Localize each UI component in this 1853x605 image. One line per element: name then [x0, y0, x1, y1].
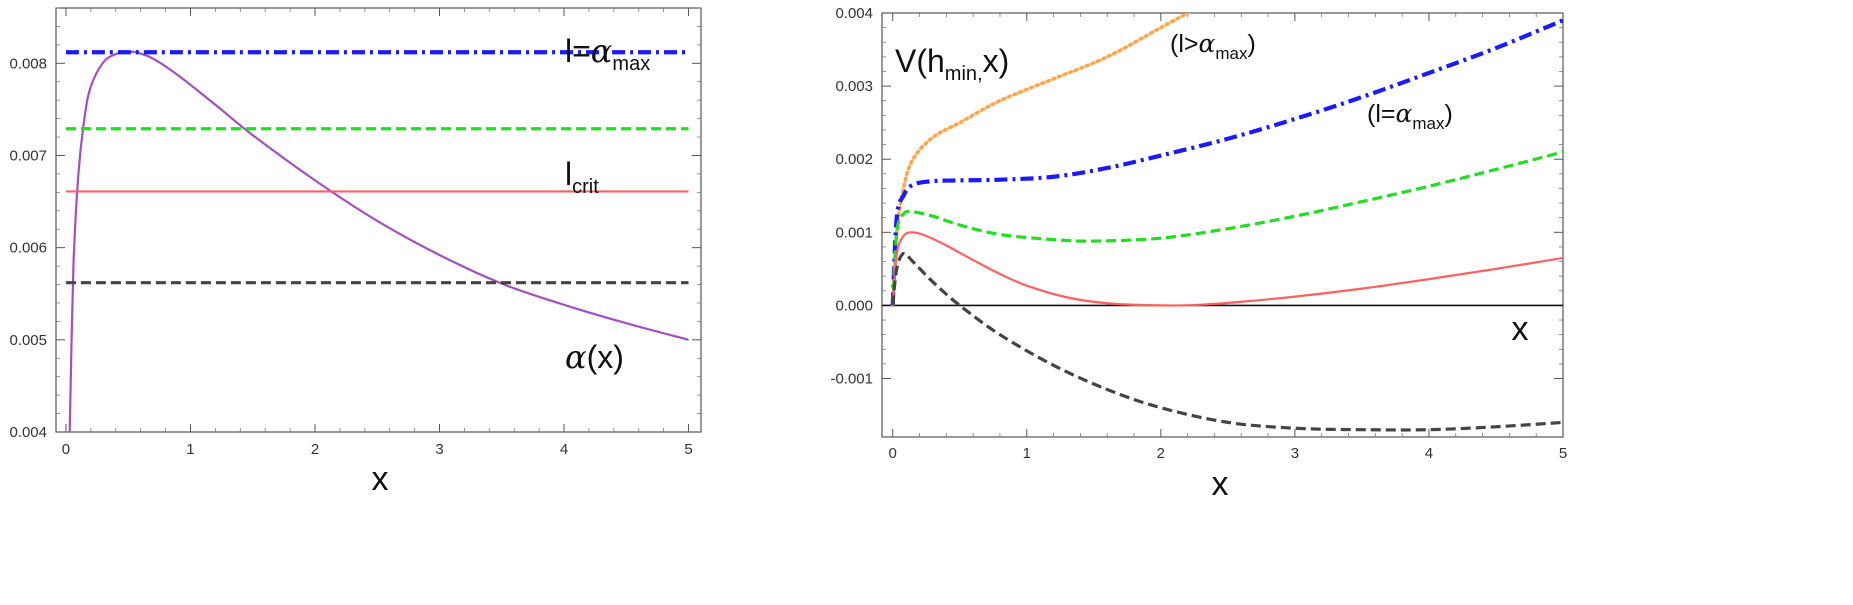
right-x-tick-label: 2	[1157, 445, 1165, 462]
right-ticks: 0 1 2 3 4 5 -0.001 0.000 0.001 0.002 0.003 0.004	[830, 5, 1567, 462]
right-y-tick-label: 0.001	[835, 224, 873, 241]
right-y-tick-label: 0.000	[835, 297, 873, 314]
right-y-tick-label: 0.002	[835, 151, 873, 168]
right-plot-frame	[881, 12, 1564, 438]
left-panel: 0 1 2 3 4 5 0.004 0.005 0.006 0.007 0.008 x l=αmax…	[9, 7, 702, 498]
left-series	[65, 50, 689, 432]
alpha-x-label: α(x)	[565, 338, 624, 376]
right-x-tick-label: 3	[1291, 445, 1299, 462]
right-x-tick-label: 5	[1559, 445, 1567, 462]
v-hmin-x-label: V(hmin,x)	[895, 43, 1009, 85]
right-series-l-between-l-crit-and-max	[891, 150, 1563, 306]
left-x-tick-label: 5	[684, 441, 692, 458]
left-x-tick-label: 1	[186, 441, 194, 458]
left-y-tick-label: 0.006	[9, 240, 47, 257]
left-y-tick-label: 0.008	[9, 55, 47, 72]
right-series	[890, 13, 1563, 432]
right-series-l-max	[890, 13, 1192, 308]
right-y-tick-label: 0.003	[835, 78, 873, 95]
right-y-tick-label: -0.001	[830, 371, 873, 388]
alpha-max-label: l=αmax	[565, 32, 650, 75]
left-x-tick-label: 2	[311, 441, 319, 458]
left-x-axis-title: x	[372, 460, 389, 498]
right-series-l-below-l-crit	[891, 251, 1563, 432]
right-series-l-max	[890, 18, 1563, 306]
left-x-tick-label: 3	[435, 441, 443, 458]
left-y-tick-label: 0.004	[9, 424, 47, 441]
left-x-tick-label: 0	[62, 441, 70, 458]
right-x-tick-label: 4	[1425, 445, 1433, 462]
l-crit-label: lcrit	[565, 156, 599, 198]
right-series-l-crit	[891, 231, 1563, 307]
right-x-tick-label: 1	[1023, 445, 1031, 462]
l-gt-alpha-max-label: (l>αmax)	[1170, 29, 1256, 63]
right-y-tick-label: 0.004	[835, 5, 873, 22]
left-x-tick-label: 4	[560, 441, 568, 458]
right-x-tick-label: 0	[889, 445, 897, 462]
l-eq-alpha-max-label: (l=αmax)	[1367, 99, 1453, 133]
left-plot-frame	[55, 7, 702, 433]
left-y-tick-label: 0.005	[9, 332, 47, 349]
right-x-axis-title-inside: x	[1512, 310, 1529, 348]
left-ticks: 0 1 2 3 4 5 0.004 0.005 0.006 0.007 0.008	[9, 7, 701, 458]
left-y-tick-label: 0.007	[9, 147, 47, 164]
right-x-axis-title-bottom: x	[1212, 465, 1229, 503]
